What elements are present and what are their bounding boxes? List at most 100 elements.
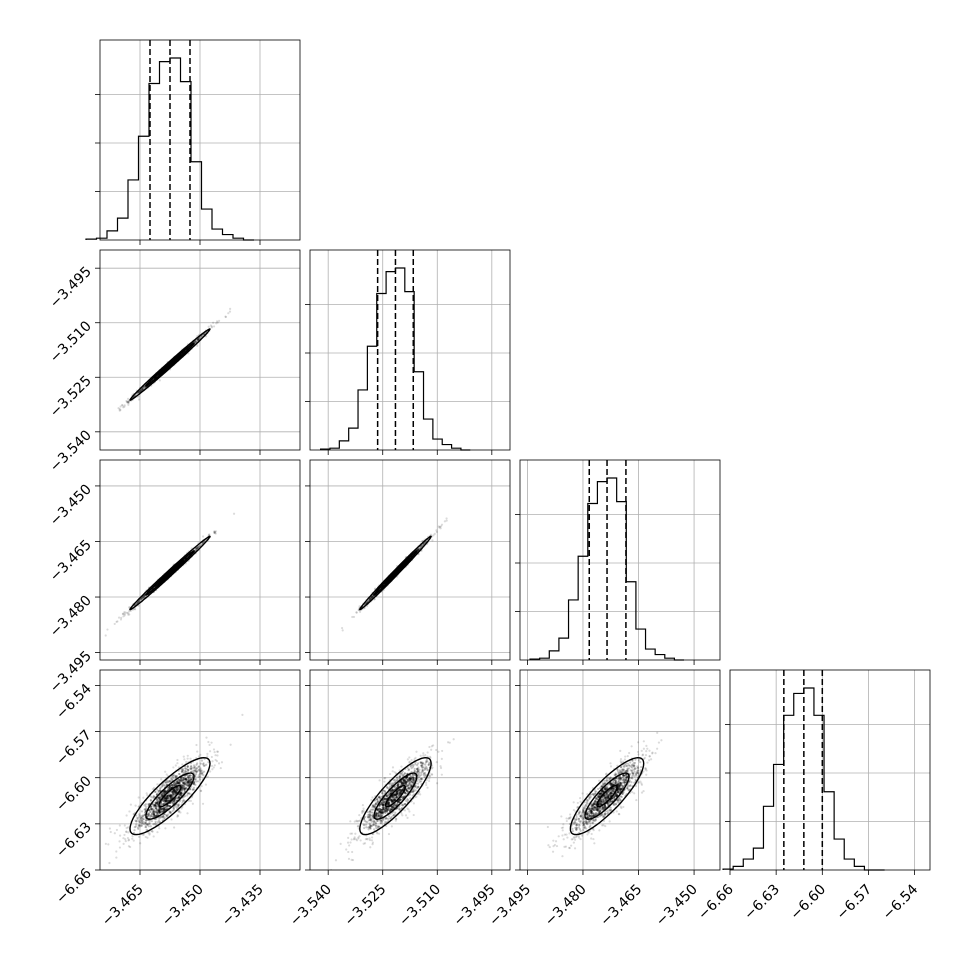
sample-point <box>182 779 185 782</box>
sample-point <box>174 774 177 778</box>
sample-point <box>197 338 200 341</box>
sample-point <box>201 771 204 775</box>
sample-point <box>173 790 177 794</box>
sample-point <box>124 840 127 843</box>
sample-point <box>185 783 188 786</box>
sample-point <box>169 793 173 797</box>
sample-point <box>420 777 423 780</box>
sample-point <box>138 390 141 394</box>
sample-point <box>176 782 179 785</box>
sample-point <box>611 787 614 790</box>
sample-point <box>374 822 378 825</box>
sample-point <box>352 838 356 841</box>
sample-point <box>587 831 590 834</box>
sample-point <box>624 755 627 758</box>
sample-point <box>604 798 608 801</box>
sample-point <box>135 820 138 823</box>
sample-point <box>175 805 178 809</box>
sample-point <box>377 807 380 810</box>
sample-point <box>158 811 161 814</box>
sample-point <box>411 763 414 766</box>
sample-point <box>400 765 403 768</box>
sample-point <box>195 546 198 550</box>
sample-point <box>396 792 399 795</box>
sample-point <box>574 826 577 829</box>
sample-point <box>201 541 204 544</box>
sample-point <box>592 809 595 812</box>
sample-point <box>373 819 376 822</box>
sample-point <box>392 794 395 797</box>
sample-point <box>184 767 187 770</box>
sample-point <box>132 839 135 842</box>
sample-point <box>409 777 412 780</box>
sample-point <box>582 808 585 811</box>
sample-point <box>417 548 420 551</box>
sample-point <box>199 767 202 770</box>
sample-point <box>640 782 643 785</box>
sample-point <box>388 801 391 804</box>
sample-point <box>602 798 605 801</box>
sample-point <box>137 824 141 827</box>
sample-point <box>157 809 160 812</box>
sample-point <box>411 774 414 777</box>
sample-point <box>368 814 371 817</box>
sample-point <box>380 811 383 814</box>
sample-point <box>561 855 564 858</box>
sample-point <box>347 850 350 854</box>
sample-point <box>376 832 379 835</box>
sample-point <box>427 763 430 766</box>
sample-point <box>390 806 394 809</box>
sample-point <box>372 832 375 836</box>
sample-point <box>202 762 205 765</box>
sample-point <box>155 798 158 801</box>
sample-point <box>197 755 201 758</box>
sample-point <box>186 754 189 757</box>
sample-point <box>180 770 183 773</box>
sample-point <box>166 804 170 807</box>
sample-point <box>154 804 157 807</box>
sample-point <box>406 797 409 801</box>
sample-point <box>617 788 620 791</box>
sample-point <box>412 802 415 805</box>
sample-point <box>404 802 407 806</box>
sample-point <box>168 805 172 808</box>
sample-point <box>198 773 201 776</box>
sample-point <box>173 789 176 792</box>
sample-point <box>120 403 124 407</box>
sample-point <box>603 779 606 782</box>
sample-point <box>405 782 408 786</box>
sample-point <box>370 824 373 828</box>
sample-point <box>115 620 118 624</box>
sample-point <box>582 808 585 812</box>
sample-point <box>381 812 384 815</box>
sample-point <box>156 800 159 804</box>
sample-point <box>177 786 180 790</box>
contour-level-2 <box>157 353 182 375</box>
sample-point <box>377 815 380 818</box>
sample-point <box>389 789 393 792</box>
sample-point <box>195 770 199 773</box>
sample-point <box>602 807 606 810</box>
sample-point <box>380 803 384 806</box>
sample-point <box>154 805 158 808</box>
sample-point <box>382 818 385 821</box>
sample-point <box>162 815 165 818</box>
sample-point <box>619 782 622 785</box>
sample-point <box>366 810 369 814</box>
sample-point <box>142 822 145 826</box>
sample-point <box>607 796 610 799</box>
sample-point <box>413 773 416 776</box>
sample-point <box>179 791 182 794</box>
sample-point <box>212 321 215 324</box>
sample-point <box>372 823 375 827</box>
sample-point <box>382 808 385 811</box>
sample-point <box>408 777 411 780</box>
sample-point <box>173 784 176 787</box>
sample-point <box>164 799 168 802</box>
sample-point <box>595 796 598 799</box>
sample-point <box>576 801 579 805</box>
sample-point <box>631 774 634 778</box>
sample-point <box>599 792 602 795</box>
sample-point <box>165 796 169 799</box>
sample-point <box>181 763 184 766</box>
